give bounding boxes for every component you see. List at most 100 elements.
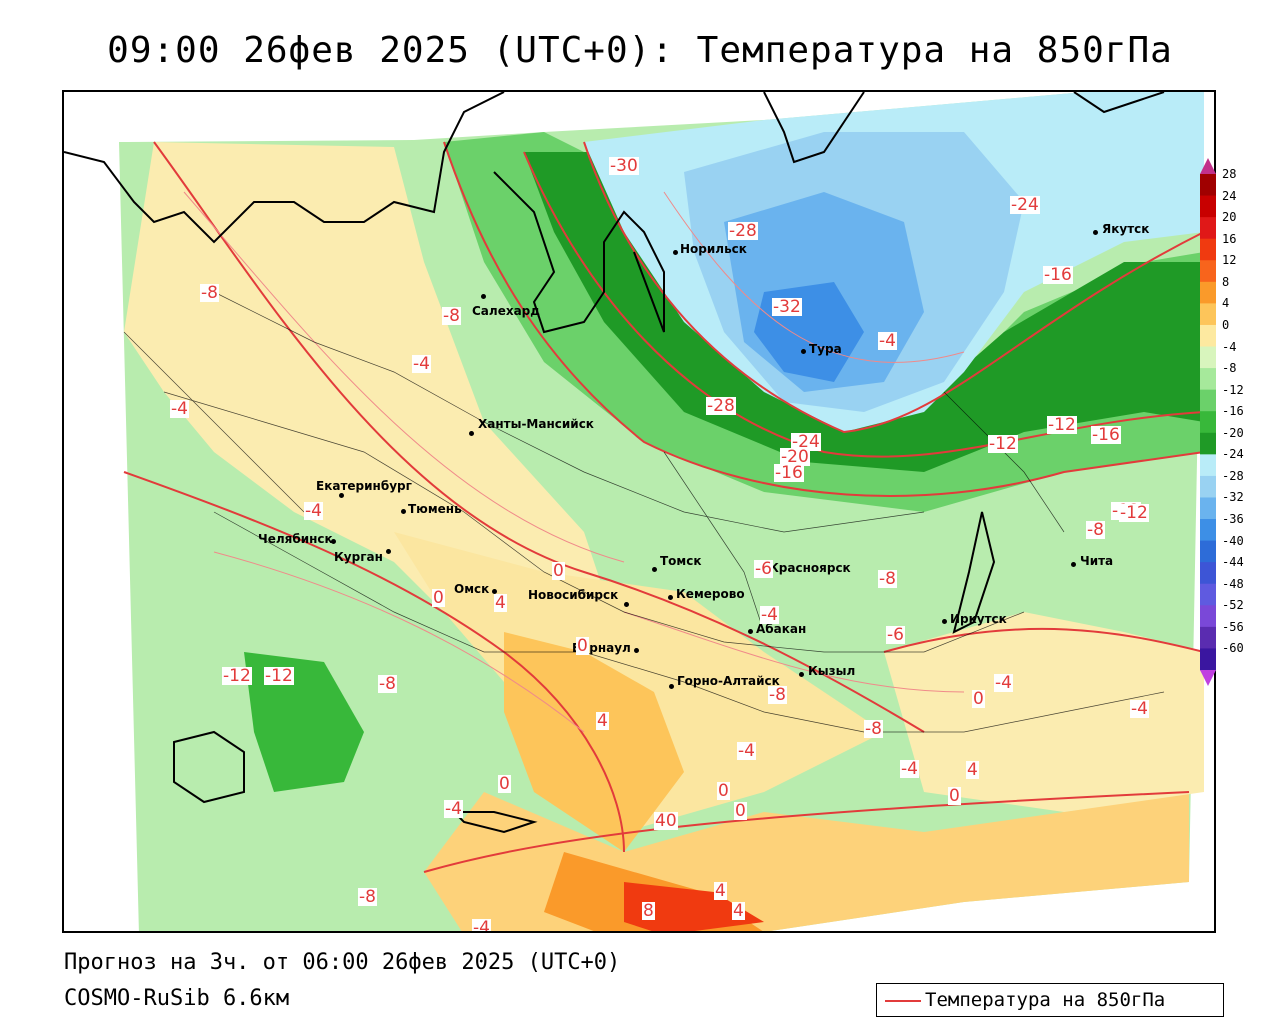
- contour-label: -4: [900, 759, 919, 779]
- city-dot: [942, 619, 947, 624]
- city-dot: [339, 493, 344, 498]
- city-label: Омск: [454, 582, 490, 596]
- temperature-map: Салехард Норильск Якутск Тура Ханты-Манс…: [62, 90, 1216, 933]
- contour-label: 4: [494, 593, 507, 613]
- city-dot: [386, 549, 391, 554]
- colorbar-tick-label: 20: [1222, 210, 1237, 225]
- city-dot: [673, 250, 678, 255]
- contour-label: -8: [1086, 520, 1105, 540]
- city-label: Екатеринбург: [316, 479, 412, 493]
- contour-label: 0: [576, 636, 589, 656]
- contour-label: 40: [654, 811, 678, 831]
- contour-label: -24: [791, 432, 821, 452]
- contour-label: -4: [1130, 699, 1149, 719]
- city-dot: [1071, 562, 1076, 567]
- city-label: Горно-Алтайск: [677, 674, 780, 688]
- colorbar-tick-label: 4: [1222, 296, 1230, 311]
- colorbar-segment: [1200, 174, 1216, 197]
- contour-label: -12: [222, 666, 252, 686]
- contour-label: 0: [498, 774, 511, 794]
- colorbar-segment: [1200, 303, 1216, 326]
- contour-label: -24: [1010, 195, 1040, 215]
- city-label: Иркутск: [950, 612, 1007, 626]
- colorbar-tick-label: -56: [1222, 619, 1244, 634]
- colorbar-segment: [1200, 583, 1216, 606]
- city-dot: [331, 539, 336, 544]
- colorbar-segment: [1200, 389, 1216, 412]
- colorbar: [1200, 158, 1216, 686]
- colorbar-segment: [1200, 281, 1216, 304]
- contour-label: -28: [706, 396, 736, 416]
- contour-label: -28: [728, 221, 758, 241]
- contour-label: -16: [1043, 265, 1073, 285]
- city-label: Ханты-Мансийск: [478, 417, 594, 431]
- city-label: Красноярск: [769, 561, 851, 575]
- colorbar-tick-label: 8: [1222, 274, 1230, 289]
- contour-label: -12: [1047, 415, 1077, 435]
- colorbar-top-arrow: [1200, 158, 1216, 174]
- contour-label: -6: [754, 559, 773, 579]
- contour-label: 4: [732, 901, 745, 921]
- contour-label: -4: [170, 399, 189, 419]
- colorbar-segment: [1200, 432, 1216, 455]
- contour-label: -4: [878, 331, 897, 351]
- city-label: Челябинск: [258, 532, 333, 546]
- contour-label: -16: [774, 463, 804, 483]
- colorbar-segment: [1200, 217, 1216, 240]
- colorbar-segment: [1200, 475, 1216, 498]
- map-title: 09:00 26фев 2025 (UTC+0): Температура на…: [107, 30, 1173, 71]
- colorbar-tick-label: -40: [1222, 533, 1244, 548]
- city-dot: [669, 684, 674, 689]
- contour-label: -8: [878, 569, 897, 589]
- contour-label: -8: [864, 719, 883, 739]
- city-dot: [1093, 230, 1098, 235]
- legend: Температура на 850гПа: [876, 983, 1224, 1017]
- contour-label: -4: [304, 501, 323, 521]
- contour-label: -8: [768, 685, 787, 705]
- city-dot: [748, 629, 753, 634]
- city-dot: [634, 648, 639, 653]
- colorbar-tick-label: -52: [1222, 598, 1244, 613]
- contour-label: 0: [717, 781, 730, 801]
- colorbar-tick-label: 16: [1222, 231, 1237, 246]
- contour-label: -4: [412, 354, 431, 374]
- colorbar-tick-label: -60: [1222, 641, 1244, 656]
- city-dot: [624, 602, 629, 607]
- legend-label: Температура на 850гПа: [925, 989, 1166, 1011]
- colorbar-tick-label: -32: [1222, 490, 1244, 505]
- colorbar-bottom-arrow: [1200, 670, 1216, 686]
- colorbar-tick-label: -28: [1222, 468, 1244, 483]
- colorbar-segment: [1200, 497, 1216, 520]
- contour-label: 4: [714, 881, 727, 901]
- city-label: Тура: [809, 342, 842, 356]
- city-label: Якутск: [1102, 222, 1150, 236]
- contour-label: -4: [994, 673, 1013, 693]
- city-label: Новосибирск: [528, 588, 619, 602]
- colorbar-tick-label: -12: [1222, 382, 1244, 397]
- city-label: Курган: [334, 550, 383, 564]
- colorbar-tick-label: -8: [1222, 361, 1237, 376]
- contour-label: -6: [886, 625, 905, 645]
- colorbar-segment: [1200, 454, 1216, 477]
- colorbar-segment: [1200, 411, 1216, 434]
- contour-label: -8: [442, 306, 461, 326]
- contour-label: -16: [1091, 425, 1121, 445]
- colorbar-tick-label: 0: [1222, 317, 1230, 332]
- contour-label: -12: [264, 666, 294, 686]
- city-dot: [492, 589, 497, 594]
- colorbar-segment: [1200, 324, 1216, 348]
- contour-label: 0: [948, 786, 961, 806]
- colorbar-segment: [1200, 562, 1216, 585]
- contour-label: 0: [734, 801, 747, 821]
- colorbar-segment: [1200, 195, 1216, 218]
- city-label: Томск: [660, 554, 702, 568]
- forecast-caption: Прогноз на 3ч. от 06:00 26фев 2025 (UTC+…: [64, 950, 621, 975]
- colorbar-tick-label: -20: [1222, 425, 1244, 440]
- contour-label: 4: [966, 760, 979, 780]
- legend-line-swatch: [885, 1000, 921, 1002]
- contour-label: 8: [642, 901, 655, 921]
- city-dot: [801, 349, 806, 354]
- city-label: Норильск: [680, 242, 747, 256]
- contour-label: 4: [596, 711, 609, 731]
- city-dot: [668, 595, 673, 600]
